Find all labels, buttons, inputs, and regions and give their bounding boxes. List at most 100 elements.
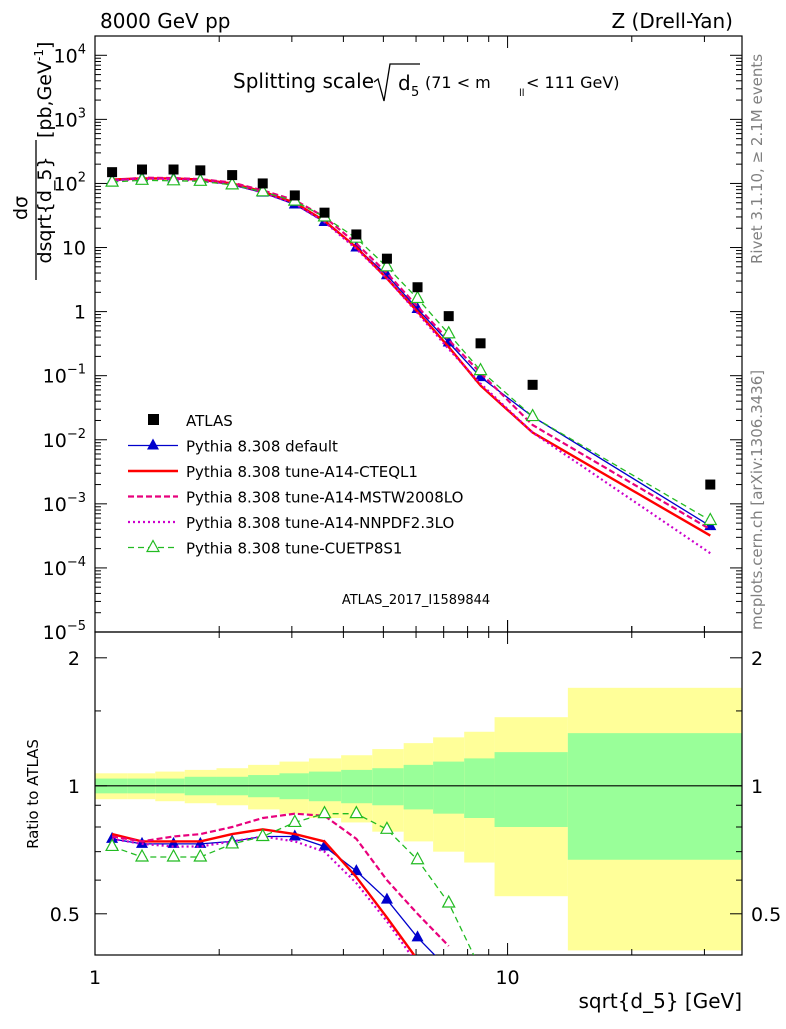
legend-item: Pythia 8.308 tune-A14-MSTW2008LO [128, 489, 463, 507]
band-inner [464, 758, 495, 818]
ratio-marker-5 [349, 805, 364, 819]
atlas-point [705, 479, 716, 490]
ratio-marker-5 [134, 848, 150, 862]
watermark: ATLAS_2017_I1589844 [342, 593, 490, 608]
ratio-marker-5 [410, 851, 425, 865]
atlas-point [195, 165, 206, 176]
atlas-point [227, 170, 238, 181]
legend-label: Pythia 8.308 tune-A14-CTEQL1 [186, 463, 418, 481]
ratio-marker-1 [380, 892, 393, 904]
bottom-frame [94, 631, 743, 956]
ratio-marker-5 [105, 838, 120, 852]
top-curves [105, 164, 718, 555]
ylabel-den: dsqrt{d_5} [34, 156, 56, 263]
ratio-marker-5 [166, 848, 181, 862]
legend-marker-icon [145, 539, 161, 553]
title-cut-sub: ll [519, 88, 525, 99]
atlas-point [137, 164, 148, 175]
legend-label: Pythia 8.308 default [186, 438, 338, 456]
ylabel-unit: [pb,GeV [34, 61, 56, 138]
series-marker-5 [473, 362, 488, 376]
y-tick-label: 10−5 [43, 619, 86, 644]
series-marker-5 [410, 290, 425, 304]
legend-item: Pythia 8.308 default [128, 438, 338, 456]
ylabel-num: dσ [10, 196, 32, 220]
title-cut-close: < 111 GeV) [526, 73, 620, 92]
atlas-point [475, 338, 486, 349]
y-tick-label: 10−1 [43, 363, 86, 388]
legend-label: ATLAS [186, 412, 233, 430]
atlas-point [381, 253, 392, 264]
legend-square-icon [148, 414, 159, 425]
band-inner [567, 733, 742, 860]
series-marker-5 [193, 173, 208, 186]
mcplots-label: mcplots.cern.ch [arXiv:1306.3436] [748, 370, 766, 630]
svg-text:d: d [398, 71, 411, 95]
legend-item: Pythia 8.308 tune-A14-CTEQL1 [128, 463, 418, 481]
band-inner [341, 769, 373, 804]
ratio-marker-5 [255, 828, 270, 842]
svg-text:< 111 GeV): < 111 GeV) [526, 73, 620, 92]
ratio-marker-5 [441, 894, 456, 908]
ratio-line-1 [111, 835, 436, 955]
atlas-point [351, 229, 362, 240]
series-marker-5 [255, 183, 270, 197]
ylabel-top: dσ dsqrt{d_5} [pb,GeV-1] [10, 42, 56, 280]
atlas-point [107, 167, 118, 178]
svg-text:ll: ll [519, 88, 525, 99]
y-tick-label: 10 [62, 238, 86, 260]
ratio-marker-1 [411, 930, 424, 942]
main-title: Splitting scale d 5 (71 < m ll < 111 GeV… [233, 63, 620, 102]
legend-label: Pythia 8.308 tune-A14-MSTW2008LO [186, 489, 463, 507]
atlas-point [412, 282, 423, 293]
header-right: Z (Drell-Yan) [611, 9, 733, 33]
band-inner [494, 752, 568, 828]
ratio-marker-5 [287, 814, 302, 828]
legend-item: Pythia 8.308 tune-A14-NNPDF2.3LO [128, 514, 454, 532]
legend-item: ATLAS [148, 412, 233, 430]
ratio-tick-label-right: 1 [751, 776, 763, 798]
series-marker-5 [525, 408, 540, 422]
series-marker-5 [379, 258, 394, 272]
series-marker-5 [703, 512, 718, 526]
ratio-line-2 [111, 828, 416, 955]
series-marker-5 [441, 325, 456, 339]
ratio-marker-5 [193, 848, 208, 862]
ratio-marker-5 [317, 805, 332, 819]
series-marker-5 [166, 172, 181, 186]
ratio-line-4 [111, 835, 413, 955]
band-inner [433, 761, 465, 814]
xlabel: sqrt{d_5} [GeV] [579, 989, 743, 1013]
ratio-tick-label-right: 2 [751, 648, 763, 670]
y-tick-label: 1 [74, 302, 86, 324]
legend-label: Pythia 8.308 tune-A14-NNPDF2.3LO [186, 514, 454, 532]
series-marker-5 [225, 176, 240, 190]
atlas-point [443, 311, 454, 322]
ratio-tick-label: 2 [68, 648, 80, 670]
rivet-label: Rivet 3.1.10, ≥ 2.1M events [748, 54, 766, 264]
series-line-5 [112, 179, 711, 522]
series-line-4 [112, 177, 711, 555]
ylabel-bottom: Ratio to ATLAS [24, 739, 42, 849]
series-marker-5 [105, 173, 120, 187]
y-tick-label: 103 [54, 106, 86, 131]
ratio-tick-label: 0.5 [50, 904, 80, 926]
series-marker-5 [134, 172, 150, 185]
x-tick-label: 10 [495, 967, 519, 989]
header-left: 8000 GeV pp [100, 9, 231, 33]
y-tick-label: 10−3 [43, 491, 86, 516]
svg-text:(71 < m: (71 < m [425, 73, 491, 92]
sqrt-sign [373, 63, 420, 102]
ylabel-unit-close: ] [34, 42, 56, 49]
x-tick-label: 1 [89, 967, 101, 989]
band-inner [372, 768, 404, 806]
svg-text:5: 5 [411, 85, 419, 100]
title-prefix: Splitting scale [233, 69, 374, 93]
ratio-marker-5 [379, 821, 394, 834]
title-var-sub: 5 [411, 85, 419, 100]
ylabel-unit-exp: -1 [32, 49, 46, 61]
legend-label: Pythia 8.308 tune-CUETP8S1 [186, 540, 402, 558]
ratio-tick-label-right: 0.5 [751, 904, 781, 926]
svg-text:Splitting scale: Splitting scale [233, 69, 374, 93]
